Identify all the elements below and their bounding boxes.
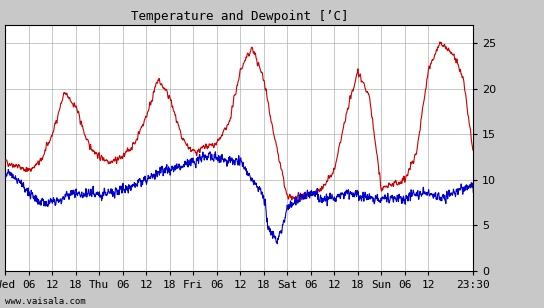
Title: Temperature and Dewpoint [’C]: Temperature and Dewpoint [’C] — [131, 10, 348, 23]
Text: www.vaisala.com: www.vaisala.com — [5, 298, 86, 306]
